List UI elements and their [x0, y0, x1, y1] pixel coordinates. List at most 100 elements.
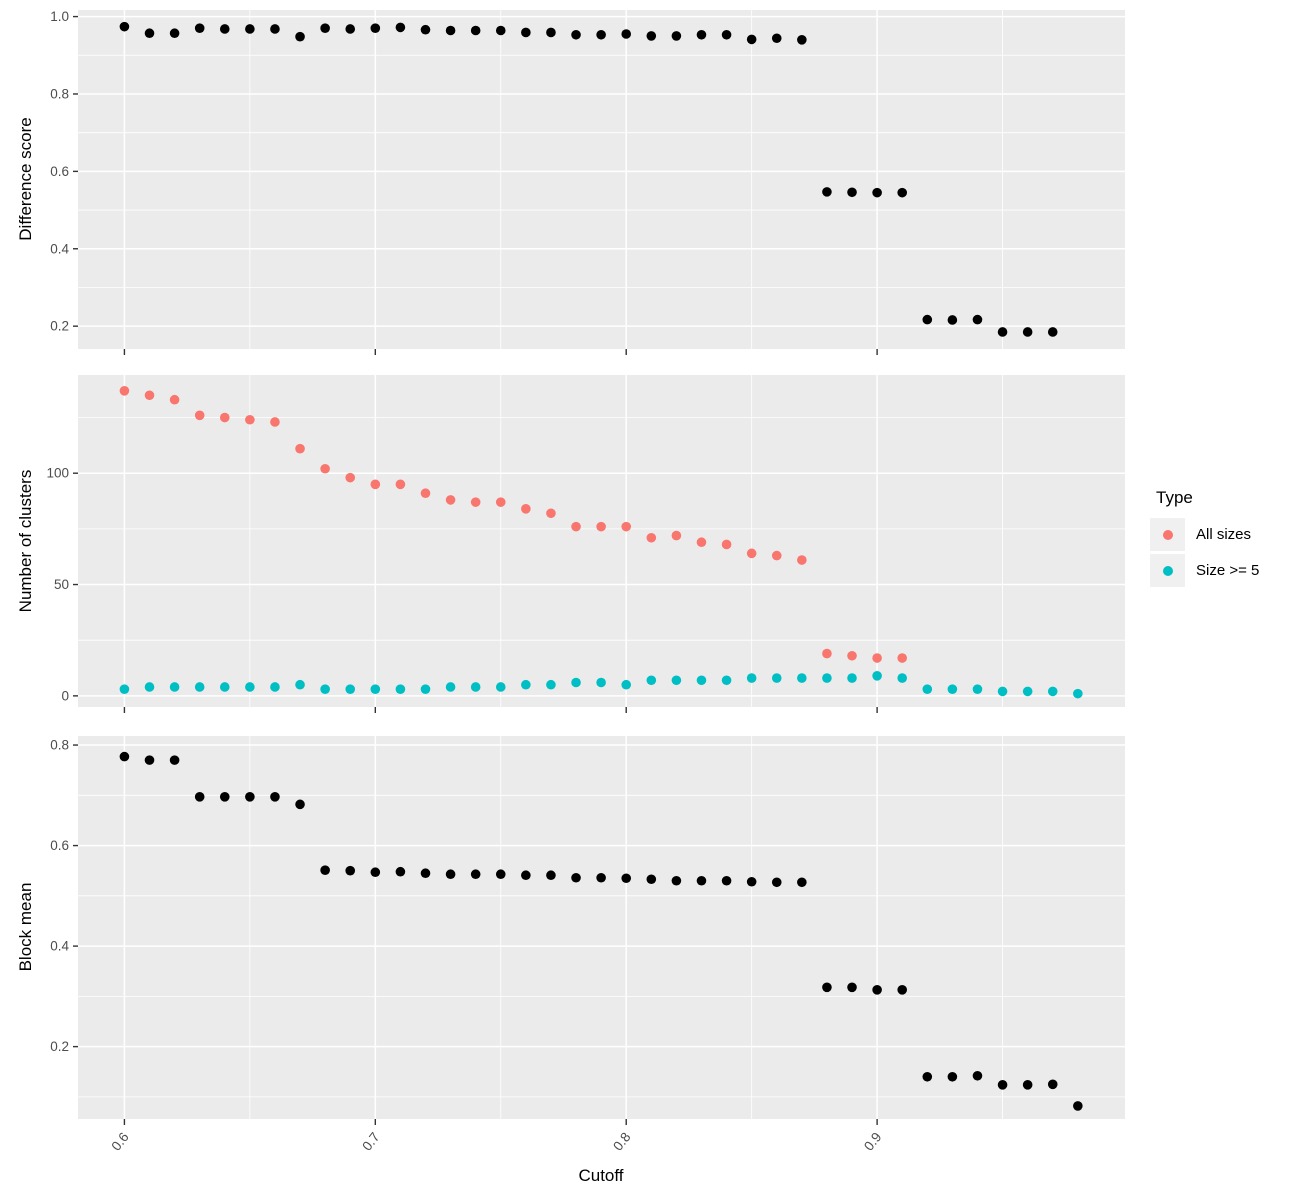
x-tick-label: 0.8 — [610, 1130, 633, 1154]
data-point-all-sizes — [495, 497, 506, 507]
data-point-size-5 — [822, 673, 832, 683]
data-point-difference-score — [621, 29, 632, 39]
legend-item-size-ge-5: Size >= 5 — [1150, 554, 1259, 587]
data-point-difference-score — [847, 187, 857, 198]
y-tick-label: 0.4 — [50, 939, 69, 954]
data-point-size-5 — [295, 679, 305, 690]
y-axis-title-block-mean: Block mean — [16, 882, 35, 972]
data-point-size-5 — [420, 684, 431, 694]
data-point-difference-score — [822, 187, 832, 197]
data-point-block-mean — [194, 792, 205, 802]
data-point-block-mean — [872, 985, 882, 995]
all-sizes-point-icon — [1162, 529, 1173, 540]
data-point-all-sizes — [219, 412, 230, 423]
data-point-size-5 — [370, 684, 381, 694]
data-point-all-sizes — [696, 537, 707, 548]
data-point-difference-score — [119, 21, 130, 32]
data-point-block-mean — [445, 869, 456, 880]
data-point-block-mean — [245, 792, 255, 802]
data-point-block-mean — [822, 982, 832, 993]
y-axis-title-number-of-clusters: Number of clusters — [16, 469, 35, 613]
data-point-all-sizes — [345, 472, 356, 483]
data-point-size-5 — [947, 684, 958, 694]
y-tick-label: 0.4 — [50, 241, 69, 256]
data-point-block-mean — [1047, 1079, 1058, 1090]
data-point-size-5 — [169, 682, 180, 692]
data-point-difference-score — [169, 28, 180, 39]
size-ge-5-point-icon — [1162, 565, 1173, 576]
data-point-difference-score — [771, 33, 782, 44]
data-point-size-5 — [646, 675, 657, 686]
data-point-block-mean — [596, 872, 606, 883]
data-point-all-sizes — [847, 650, 857, 661]
legend-title: Type — [1156, 488, 1193, 507]
data-point-size-5 — [847, 673, 857, 683]
legend-label: All sizes — [1196, 526, 1252, 543]
data-point-block-mean — [270, 792, 280, 802]
data-point-block-mean — [169, 755, 180, 765]
data-point-difference-score — [245, 24, 255, 34]
data-point-block-mean — [947, 1071, 958, 1082]
y-tick-label: 0.8 — [50, 738, 69, 753]
data-point-size-5 — [345, 684, 356, 694]
data-point-size-5 — [119, 684, 130, 694]
x-tick-label: 0.6 — [108, 1130, 131, 1154]
x-tick-label: 0.9 — [861, 1130, 884, 1154]
data-point-size-5 — [270, 682, 280, 692]
data-point-difference-score — [546, 27, 556, 38]
data-point-difference-score — [295, 31, 305, 42]
data-point-size-5 — [395, 684, 406, 694]
data-point-block-mean — [922, 1071, 933, 1082]
legend-item-all-sizes: All sizes — [1150, 518, 1259, 551]
x-axis-title: Cutoff — [578, 1166, 624, 1185]
data-point-size-5 — [320, 684, 330, 694]
data-point-size-5 — [922, 684, 933, 694]
data-point-difference-score — [746, 34, 757, 45]
data-point-all-sizes — [721, 539, 732, 550]
data-point-difference-score — [1022, 327, 1033, 337]
data-point-difference-score — [797, 34, 807, 45]
data-point-size-5 — [495, 682, 506, 692]
data-point-all-sizes — [571, 521, 581, 532]
data-point-size-5 — [671, 675, 682, 686]
y-tick-label: 0.8 — [50, 86, 69, 101]
data-point-size-5 — [771, 673, 782, 683]
data-point-size-5 — [746, 673, 757, 683]
data-point-size-5 — [144, 682, 155, 692]
data-point-block-mean — [746, 876, 757, 887]
data-point-all-sizes — [872, 653, 882, 663]
y-tick-label: 50 — [54, 577, 69, 592]
data-point-size-5 — [872, 671, 882, 681]
data-point-all-sizes — [119, 386, 130, 396]
data-point-all-sizes — [746, 548, 757, 559]
data-point-difference-score — [997, 327, 1008, 337]
data-point-size-5 — [696, 675, 707, 686]
data-point-block-mean — [997, 1080, 1008, 1090]
data-point-block-mean — [395, 866, 406, 877]
data-point-block-mean — [1073, 1101, 1083, 1111]
data-point-all-sizes — [771, 550, 782, 561]
data-point-difference-score — [696, 29, 707, 40]
data-point-difference-score — [897, 187, 908, 198]
data-point-size-5 — [470, 682, 481, 692]
data-point-block-mean — [797, 877, 807, 888]
data-point-size-5 — [521, 679, 531, 690]
data-point-size-5 — [1047, 686, 1058, 697]
panel-background — [78, 10, 1125, 349]
data-point-difference-score — [270, 24, 280, 34]
data-point-size-5 — [546, 679, 556, 690]
data-point-block-mean — [571, 872, 581, 883]
data-point-size-5 — [571, 677, 581, 688]
y-tick-label: 0 — [61, 688, 69, 703]
data-point-block-mean — [420, 868, 431, 879]
data-point-difference-score — [345, 24, 356, 34]
data-point-all-sizes — [671, 530, 682, 541]
y-tick-label: 0.6 — [50, 164, 69, 179]
data-point-difference-score — [646, 31, 657, 41]
data-point-size-5 — [1073, 688, 1083, 699]
data-point-size-5 — [797, 673, 807, 683]
data-point-difference-score — [470, 25, 481, 36]
data-point-block-mean — [546, 870, 556, 881]
data-point-block-mean — [771, 877, 782, 888]
